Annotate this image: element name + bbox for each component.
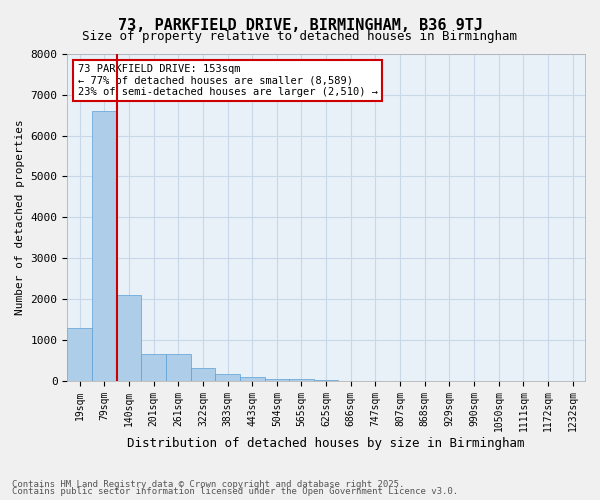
Bar	[141, 354, 166, 380]
Text: Contains public sector information licensed under the Open Government Licence v3: Contains public sector information licen…	[12, 487, 458, 496]
Bar	[166, 354, 191, 380]
Bar	[67, 328, 92, 380]
Bar	[289, 378, 314, 380]
Bar	[265, 378, 289, 380]
Bar	[240, 376, 265, 380]
Bar	[191, 368, 215, 380]
Y-axis label: Number of detached properties: Number of detached properties	[15, 120, 25, 315]
Text: Size of property relative to detached houses in Birmingham: Size of property relative to detached ho…	[83, 30, 517, 43]
Text: Contains HM Land Registry data © Crown copyright and database right 2025.: Contains HM Land Registry data © Crown c…	[12, 480, 404, 489]
X-axis label: Distribution of detached houses by size in Birmingham: Distribution of detached houses by size …	[127, 437, 525, 450]
Text: 73, PARKFIELD DRIVE, BIRMINGHAM, B36 9TJ: 73, PARKFIELD DRIVE, BIRMINGHAM, B36 9TJ	[118, 18, 482, 32]
Bar	[92, 111, 116, 380]
Bar	[116, 295, 141, 380]
Bar	[215, 374, 240, 380]
Text: 73 PARKFIELD DRIVE: 153sqm
← 77% of detached houses are smaller (8,589)
23% of s: 73 PARKFIELD DRIVE: 153sqm ← 77% of deta…	[77, 64, 377, 97]
